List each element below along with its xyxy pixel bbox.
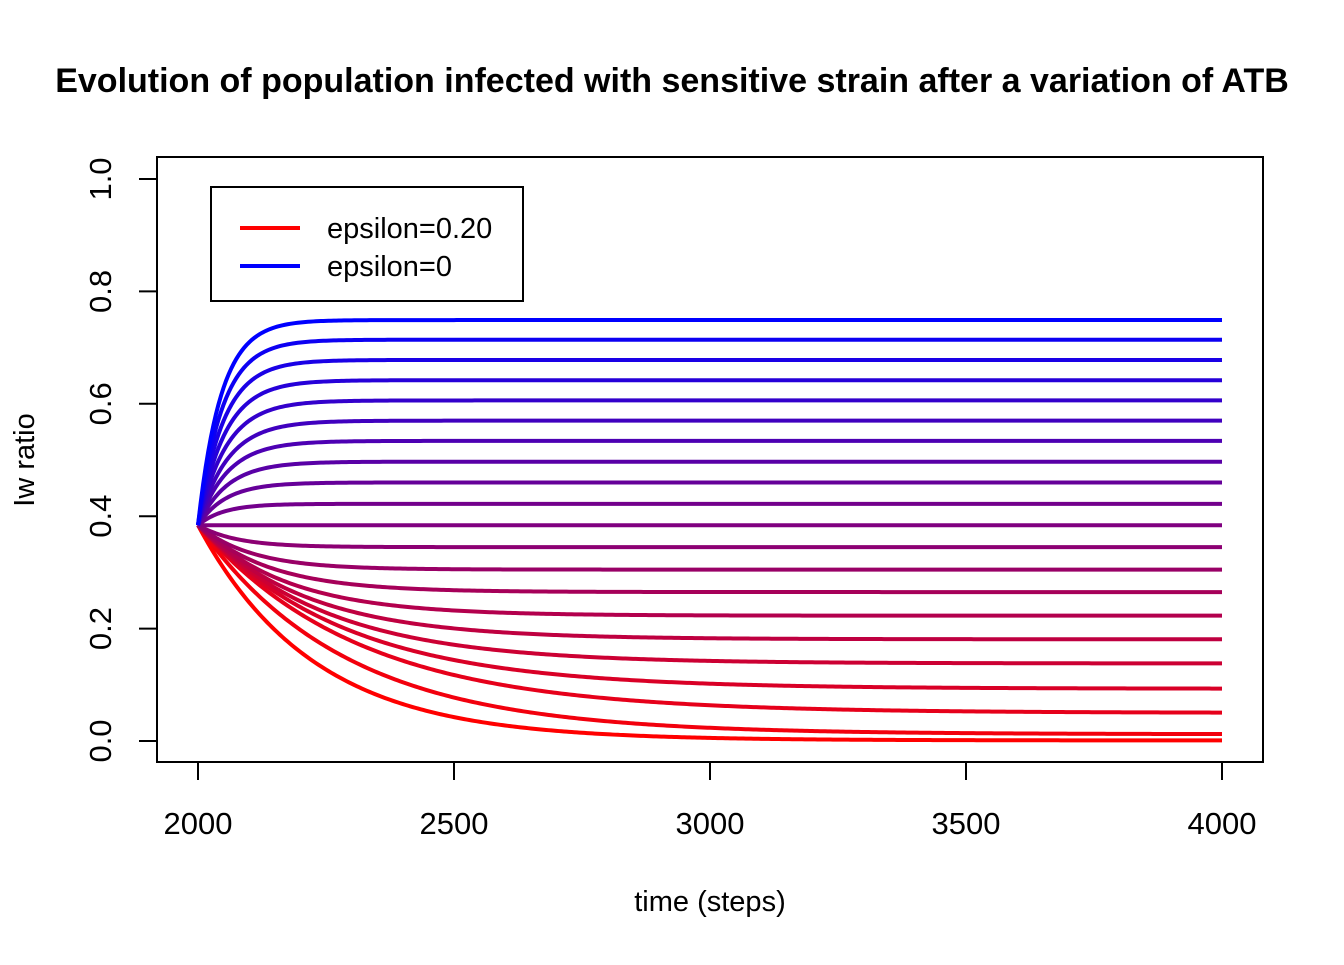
series-line (196, 523, 1222, 666)
y-tick-label: 0.0 (83, 719, 118, 762)
legend-label-eps0: epsilon=0 (327, 251, 452, 283)
series-line (196, 337, 1222, 526)
series-line (196, 378, 1222, 526)
series-line (196, 418, 1222, 526)
series-line (196, 398, 1222, 526)
series-line (196, 524, 1223, 737)
legend: epsilon=0.20 epsilon=0 (210, 186, 524, 302)
y-tick-label: 0.6 (83, 382, 118, 425)
y-tick-label: 0.8 (83, 270, 118, 313)
series-line (196, 523, 1222, 618)
y-axis: 0.0 0.2 0.4 0.6 0.8 1.0 (83, 157, 158, 763)
x-tick-label: 4000 (1188, 806, 1257, 841)
chart-title: Evolution of population infected with se… (55, 62, 1289, 100)
series-line (196, 480, 1222, 527)
series-line (196, 523, 1222, 572)
series-line (196, 438, 1222, 526)
series-line (196, 524, 1222, 743)
x-tick-label: 2000 (164, 806, 233, 841)
series-line (196, 459, 1222, 527)
legend-label-eps020: epsilon=0.20 (327, 213, 492, 245)
y-tick-label: 0.2 (83, 607, 118, 650)
series-line (196, 523, 1222, 642)
x-tick-label: 2500 (420, 806, 489, 841)
series-line (196, 357, 1222, 526)
x-tick-label: 3000 (676, 806, 745, 841)
y-tick-label: 0.4 (83, 495, 118, 538)
series-line (196, 523, 1222, 691)
x-tick-label: 3500 (932, 806, 1001, 841)
x-axis-label: time (steps) (634, 886, 785, 918)
series-line (197, 523, 1222, 550)
series-line (196, 523, 1223, 715)
y-axis-label: Iw ratio (9, 413, 41, 506)
series-line (196, 318, 1222, 526)
x-axis: 2000 2500 3000 3500 4000 (164, 761, 1257, 841)
y-tick-label: 1.0 (83, 157, 118, 200)
series-line (196, 523, 1222, 595)
series-group (196, 318, 1223, 743)
legend-box (210, 186, 524, 302)
series-line (196, 501, 1222, 527)
